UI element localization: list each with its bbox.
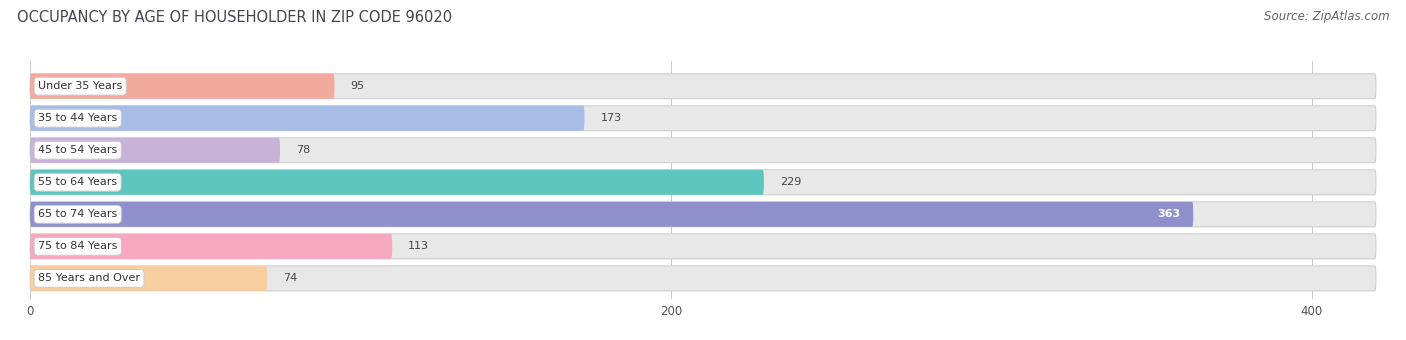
Text: 229: 229 bbox=[780, 177, 801, 187]
FancyBboxPatch shape bbox=[30, 106, 585, 131]
Text: Source: ZipAtlas.com: Source: ZipAtlas.com bbox=[1264, 10, 1389, 23]
Text: 113: 113 bbox=[408, 241, 429, 251]
Text: 65 to 74 Years: 65 to 74 Years bbox=[38, 209, 117, 219]
Text: 55 to 64 Years: 55 to 64 Years bbox=[38, 177, 117, 187]
Text: 78: 78 bbox=[297, 145, 311, 155]
Text: Under 35 Years: Under 35 Years bbox=[38, 81, 122, 91]
Text: 74: 74 bbox=[283, 273, 298, 283]
FancyBboxPatch shape bbox=[30, 266, 1376, 291]
FancyBboxPatch shape bbox=[30, 170, 763, 195]
FancyBboxPatch shape bbox=[30, 138, 280, 163]
Text: 75 to 84 Years: 75 to 84 Years bbox=[38, 241, 118, 251]
Text: 363: 363 bbox=[1157, 209, 1181, 219]
FancyBboxPatch shape bbox=[30, 74, 335, 99]
FancyBboxPatch shape bbox=[30, 234, 1376, 259]
FancyBboxPatch shape bbox=[30, 202, 1194, 227]
Text: 95: 95 bbox=[350, 81, 364, 91]
Text: 85 Years and Over: 85 Years and Over bbox=[38, 273, 141, 283]
FancyBboxPatch shape bbox=[30, 106, 1376, 131]
Text: 35 to 44 Years: 35 to 44 Years bbox=[38, 113, 117, 123]
FancyBboxPatch shape bbox=[30, 266, 267, 291]
Text: 173: 173 bbox=[600, 113, 621, 123]
FancyBboxPatch shape bbox=[30, 202, 1376, 227]
Text: 45 to 54 Years: 45 to 54 Years bbox=[38, 145, 117, 155]
FancyBboxPatch shape bbox=[30, 74, 1376, 99]
FancyBboxPatch shape bbox=[30, 138, 1376, 163]
FancyBboxPatch shape bbox=[30, 234, 392, 259]
Text: OCCUPANCY BY AGE OF HOUSEHOLDER IN ZIP CODE 96020: OCCUPANCY BY AGE OF HOUSEHOLDER IN ZIP C… bbox=[17, 10, 451, 25]
FancyBboxPatch shape bbox=[30, 170, 1376, 195]
